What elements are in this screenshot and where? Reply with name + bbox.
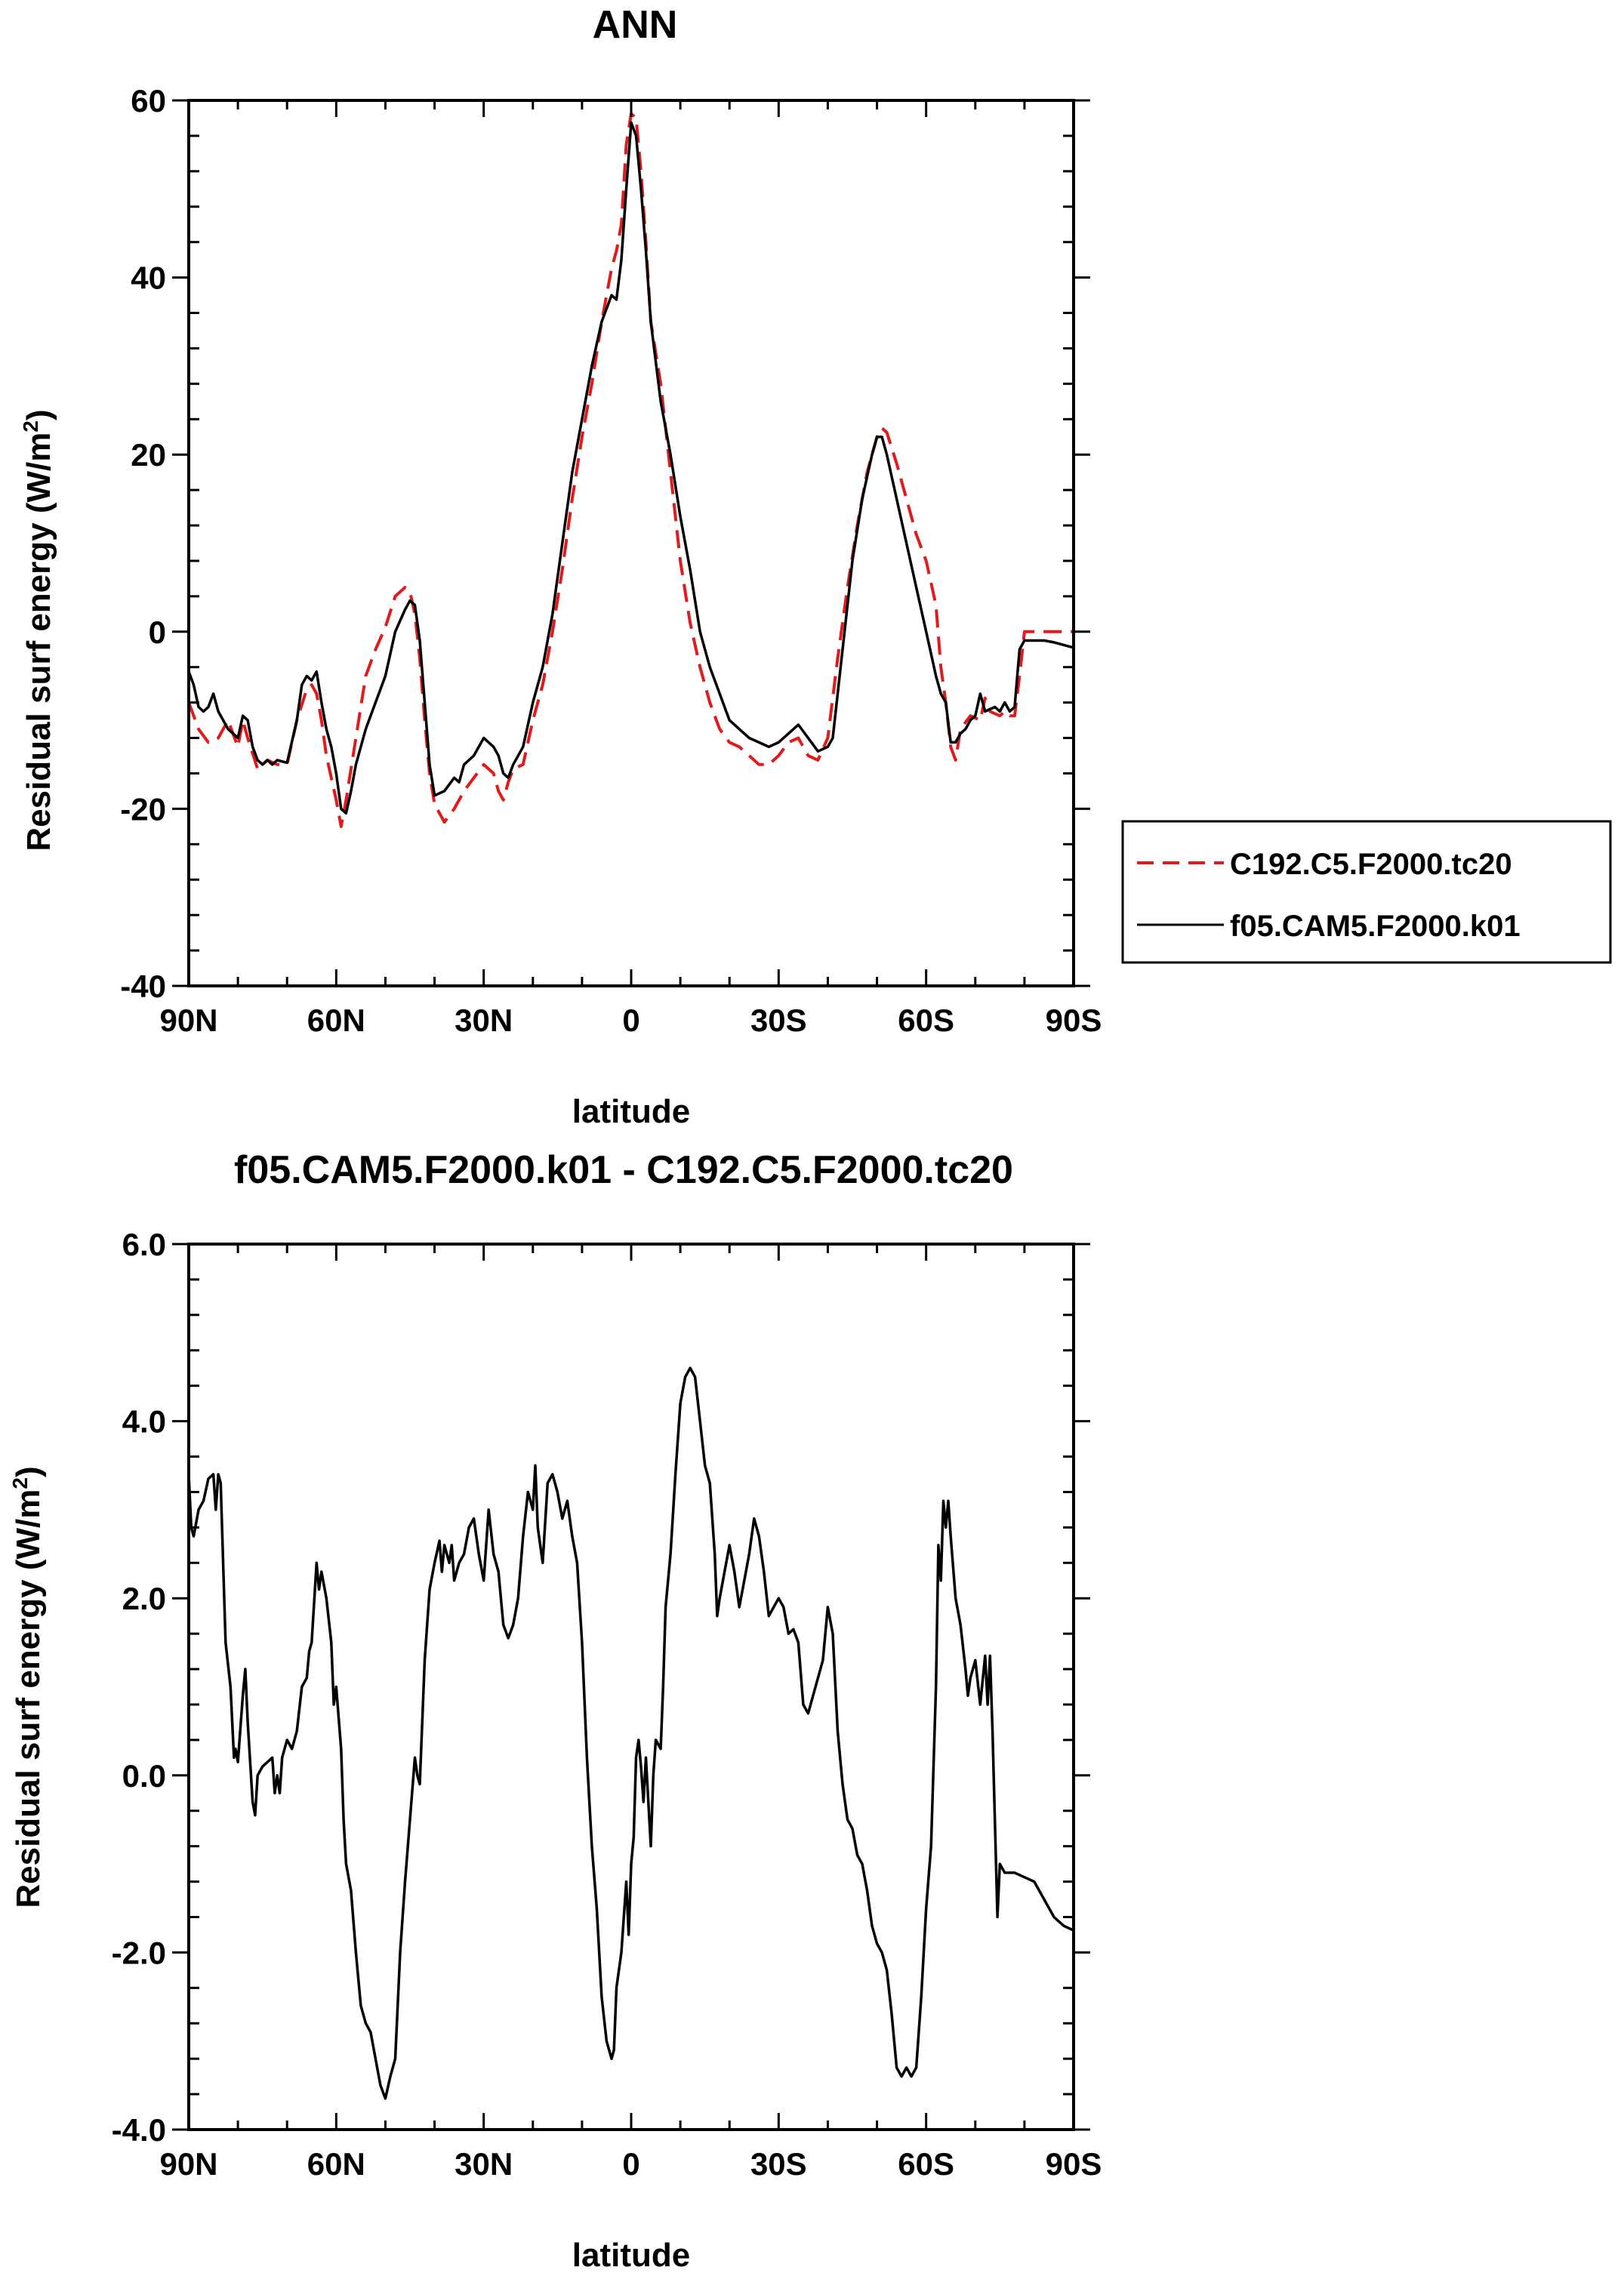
bottom-x-axis-label: latitude — [572, 2237, 690, 2273]
panel2-y-tick-label: -2.0 — [112, 1935, 166, 1970]
top-chart-title: ANN — [593, 3, 678, 47]
top-panel: ANN 90N 60N 30N 0 30S 60S 90S -40 -20 0 20 40 60 lat… — [19, 3, 1612, 1130]
panel1-series-line-1 — [187, 112, 1074, 828]
panel2-x-tick-label: 0 — [622, 2146, 639, 2182]
panel2-y-tick-label: 6.0 — [122, 1227, 166, 1262]
legend-label-series-2: f05.CAM5.F2000.k01 — [1230, 910, 1521, 943]
panel1-x-tick-label: 90S — [1046, 1003, 1102, 1038]
panel2-x-tick-label: 90N — [159, 2146, 217, 2182]
panel1-y-tick-label: 20 — [131, 437, 166, 473]
panel2-x-tick-label: 90S — [1046, 2146, 1102, 2182]
panel2-x-tick-label: 60S — [898, 2146, 954, 2182]
panel1-x-tick-label: 90N — [159, 1003, 217, 1038]
panel1-x-tick-label: 30S — [750, 1003, 807, 1038]
panel1-y-tick-label: -20 — [120, 791, 166, 827]
panel2-plot-frame — [187, 1243, 1075, 2131]
panel2-y-tick-label: 0.0 — [122, 1758, 166, 1794]
panel1-x-tick-label: 30N — [455, 1003, 513, 1038]
panel1-series-line-2 — [187, 121, 1074, 815]
top-x-axis-label: latitude — [572, 1093, 690, 1130]
panel1-y-tick-label: 0 — [149, 614, 166, 650]
panel1-y-tick-label: 40 — [131, 260, 166, 296]
panel1-y-tick-label: 60 — [131, 83, 166, 119]
legend-label-series-1: C192.C5.F2000.tc20 — [1230, 848, 1512, 881]
legend-box — [1121, 820, 1612, 964]
panel1-plot-frame — [187, 99, 1075, 987]
legend: C192.C5.F2000.tc20 f05.CAM5.F2000.k01 — [1121, 820, 1612, 964]
bottom-plot-area: 90N 60N 30N 0 30S 60S 90S -4.0 -2.0 0.0 2.0 4.0 6.0 — [112, 1227, 1102, 2182]
panel1-x-tick-label: 0 — [622, 1003, 639, 1038]
panel2-y-tick-label: -4.0 — [112, 2112, 166, 2148]
top-y-axis-label: Residual surf energy (W/m2) — [19, 409, 57, 851]
panel2-y-tick-label: 2.0 — [122, 1581, 166, 1616]
top-plot-area: 90N 60N 30N 0 30S 60S 90S -40 -20 0 20 40 60 — [120, 83, 1102, 1038]
panel2-series-line-1 — [187, 1366, 1074, 2100]
bottom-panel: f05.CAM5.F2000.k01 - C192.C5.F2000.tc20 … — [8, 1148, 1102, 2273]
panel2-y-tick-label: 4.0 — [122, 1404, 166, 1440]
bottom-chart-title: f05.CAM5.F2000.k01 - C192.C5.F2000.tc20 — [234, 1148, 1013, 1192]
panel2-x-tick-label: 30N — [455, 2146, 513, 2182]
panel1-x-tick-label: 60S — [898, 1003, 954, 1038]
panel1-y-tick-label: -40 — [120, 969, 166, 1004]
panel2-x-tick-label: 60N — [307, 2146, 365, 2182]
panel1-x-tick-label: 60N — [307, 1003, 365, 1038]
panel2-x-tick-label: 30S — [750, 2146, 807, 2182]
bottom-y-axis-label: Residual surf energy (W/m2) — [8, 1466, 47, 1908]
